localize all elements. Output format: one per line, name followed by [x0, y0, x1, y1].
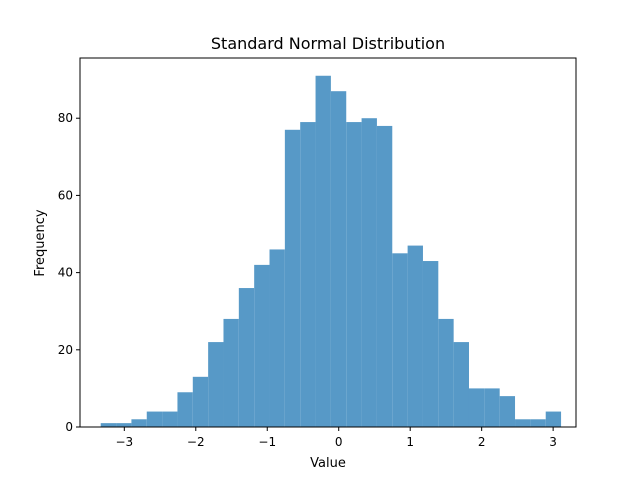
histogram-bar	[300, 122, 316, 428]
histogram-bar	[269, 249, 285, 427]
x-axis-ticks: −3 −2 −1 0 1 2 3	[115, 427, 557, 449]
histogram-bar	[407, 245, 423, 427]
histogram-bar	[208, 342, 224, 427]
histogram-bar	[330, 91, 347, 428]
histogram-bar	[545, 411, 562, 427]
y-tick-label: 80	[58, 111, 73, 125]
histogram-bar	[192, 376, 209, 427]
histogram-bar	[515, 419, 531, 427]
histogram-bar	[315, 75, 331, 427]
histogram-bar	[223, 318, 239, 427]
y-axis-ticks: 0 20 40 60 80	[58, 111, 80, 434]
histogram-bar	[254, 264, 270, 427]
y-tick-label: 40	[58, 266, 73, 280]
histogram-bar	[177, 392, 193, 427]
y-axis-label: Frequency	[33, 209, 48, 276]
histogram-bar	[238, 288, 255, 427]
histogram-bar	[361, 118, 377, 428]
histogram-bar	[453, 342, 469, 427]
histogram-bar	[392, 253, 408, 427]
x-tick-label: 2	[478, 435, 486, 449]
histogram-bar	[162, 411, 178, 427]
histogram-bar	[468, 388, 485, 427]
x-tick-label: 3	[549, 435, 557, 449]
histogram-bar	[131, 419, 147, 427]
x-axis-label: Value	[310, 456, 346, 471]
histogram-bar	[146, 411, 163, 427]
y-tick-label: 20	[58, 343, 73, 357]
histogram-bar	[346, 122, 362, 428]
histogram-bar	[530, 419, 546, 427]
x-tick-label: 0	[335, 435, 343, 449]
histogram-bars	[100, 75, 562, 428]
histogram-bar	[376, 125, 393, 428]
histogram-bar	[484, 388, 500, 427]
histogram-bar	[116, 423, 132, 427]
histogram-bar	[100, 423, 117, 427]
y-tick-label: 60	[58, 188, 73, 202]
chart-title: Standard Normal Distribution	[211, 34, 445, 53]
x-tick-label: −1	[258, 435, 276, 449]
histogram-bar	[438, 318, 454, 427]
histogram-bar	[499, 396, 516, 427]
x-tick-label: −3	[115, 435, 133, 449]
histogram-bar	[422, 261, 439, 427]
x-tick-label: −2	[187, 435, 205, 449]
histogram-bar	[284, 129, 301, 427]
x-tick-label: 1	[406, 435, 414, 449]
y-tick-label: 0	[65, 420, 73, 434]
plot-frame	[79, 57, 577, 428]
